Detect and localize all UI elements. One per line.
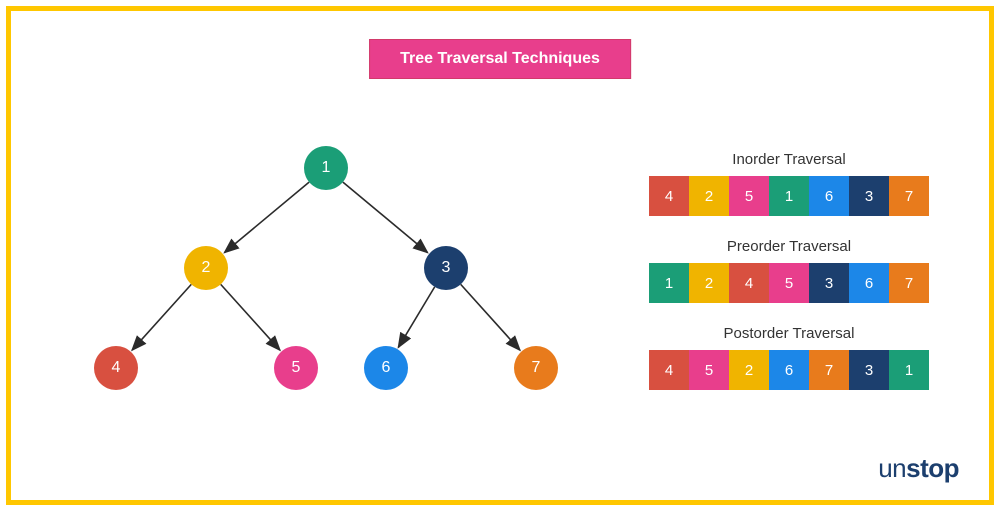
traversal-cell: 4 — [649, 350, 689, 390]
traversal-cell: 1 — [649, 263, 689, 303]
tree-edge — [343, 182, 428, 253]
traversal-cell: 7 — [889, 263, 929, 303]
traversal-cell: 7 — [809, 350, 849, 390]
traversal-block: Inorder Traversal 4251637 — [629, 151, 949, 216]
logo-prefix: un — [878, 453, 906, 483]
title-text: Tree Traversal Techniques — [400, 50, 600, 67]
traversal-cell: 1 — [889, 350, 929, 390]
traversal-cell: 3 — [809, 263, 849, 303]
traversal-block: Preorder Traversal 1245367 — [629, 238, 949, 303]
tree-edge — [398, 287, 434, 348]
traversal-cell: 6 — [769, 350, 809, 390]
traversal-title: Inorder Traversal — [629, 151, 949, 168]
tree-diagram: 1 2 3 4 5 6 7 — [66, 146, 586, 436]
outer-frame: Tree Traversal Techniques 1234567 Inorde… — [6, 6, 994, 505]
traversal-row: 1245367 — [629, 263, 949, 303]
tree-edge — [461, 284, 520, 350]
tree-node: 1 — [304, 146, 348, 190]
traversal-block: Postorder Traversal 4526731 — [629, 325, 949, 390]
traversal-cell: 5 — [689, 350, 729, 390]
traversal-cell: 6 — [849, 263, 889, 303]
title-box: Tree Traversal Techniques — [369, 39, 631, 79]
logo-suffix: stop — [906, 453, 959, 483]
traversal-cell: 5 — [769, 263, 809, 303]
tree-node: 3 — [424, 246, 468, 290]
tree-node: 2 — [184, 246, 228, 290]
traversal-cell: 3 — [849, 176, 889, 216]
tree-edge — [224, 182, 309, 253]
traversal-cell: 7 — [889, 176, 929, 216]
tree-node: 4 — [94, 346, 138, 390]
tree-node: 7 — [514, 346, 558, 390]
traversals-panel: Inorder Traversal4251637Preorder Travers… — [629, 151, 949, 412]
traversal-cell: 5 — [729, 176, 769, 216]
traversal-title: Postorder Traversal — [629, 325, 949, 342]
traversal-title: Preorder Traversal — [629, 238, 949, 255]
traversal-row: 4526731 — [629, 350, 949, 390]
tree-edge — [132, 284, 191, 350]
tree-node: 5 — [274, 346, 318, 390]
brand-logo: unstop — [878, 453, 959, 484]
tree-edge — [221, 284, 280, 350]
traversal-cell: 2 — [689, 176, 729, 216]
traversal-cell: 2 — [689, 263, 729, 303]
traversal-cell: 1 — [769, 176, 809, 216]
traversal-cell: 6 — [809, 176, 849, 216]
traversal-cell: 4 — [649, 176, 689, 216]
tree-node: 6 — [364, 346, 408, 390]
traversal-cell: 2 — [729, 350, 769, 390]
traversal-row: 4251637 — [629, 176, 949, 216]
traversal-cell: 3 — [849, 350, 889, 390]
traversal-cell: 4 — [729, 263, 769, 303]
